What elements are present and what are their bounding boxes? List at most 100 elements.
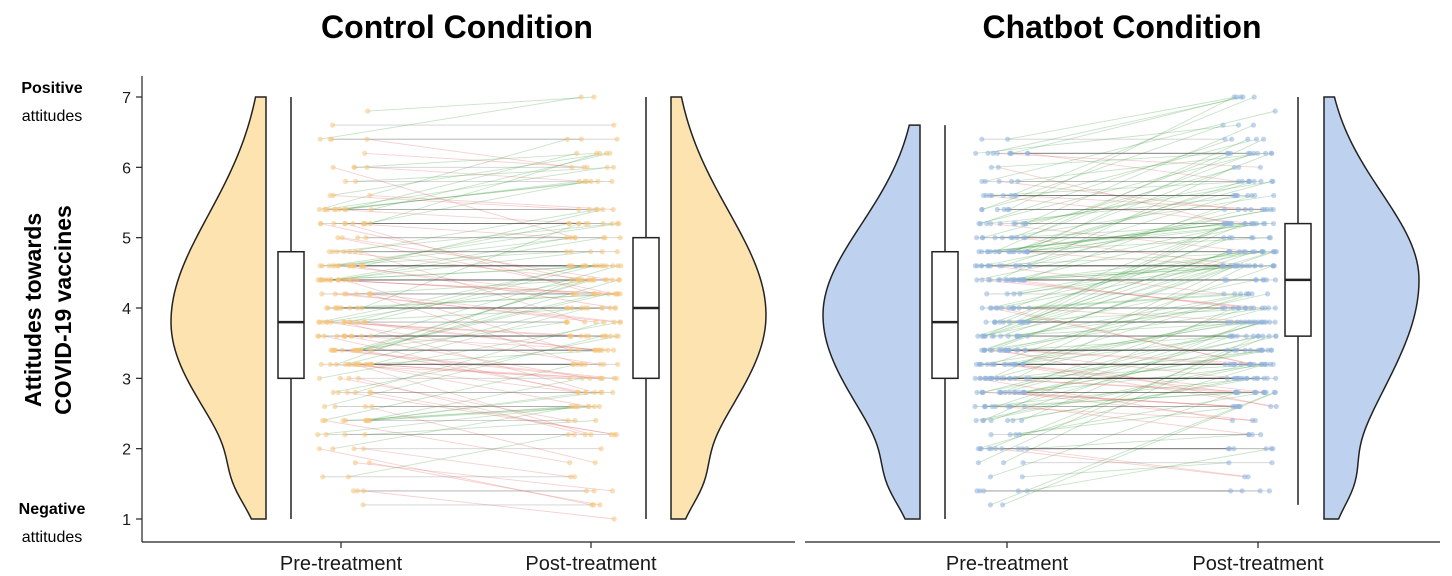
pre-point xyxy=(977,488,983,494)
post-point xyxy=(1261,375,1267,381)
post-point xyxy=(585,221,592,227)
paired-line xyxy=(1010,96,1255,196)
pre-point xyxy=(984,249,990,255)
paired-line xyxy=(370,406,600,421)
paired-line xyxy=(1002,195,1274,239)
pre-point xyxy=(1026,305,1032,311)
post-point xyxy=(1240,94,1246,100)
post-point xyxy=(1261,136,1267,142)
pre-point xyxy=(1011,389,1017,395)
pre-point xyxy=(988,417,994,424)
post-point xyxy=(1249,291,1255,297)
paired-line xyxy=(368,391,586,421)
post-point xyxy=(1235,178,1242,184)
post-point xyxy=(1236,164,1242,170)
pre-point xyxy=(360,502,366,508)
paired-line xyxy=(1011,152,1266,182)
post-point xyxy=(576,277,582,283)
post-boxplot xyxy=(632,97,660,519)
pre-point xyxy=(983,319,989,325)
post-point xyxy=(1235,206,1241,213)
post-point xyxy=(1222,305,1228,311)
post-point xyxy=(1257,488,1263,494)
post-point xyxy=(1250,221,1256,227)
pre-point xyxy=(324,305,330,311)
pre-point xyxy=(1007,432,1013,438)
pre-point xyxy=(321,403,328,410)
pre-point xyxy=(330,122,336,128)
pre-point xyxy=(1016,305,1022,311)
paired-line xyxy=(1008,349,1235,365)
pre-point xyxy=(351,164,357,170)
post-point xyxy=(1269,460,1275,466)
post-point xyxy=(1265,347,1271,353)
post-point xyxy=(1263,277,1270,283)
pre-point xyxy=(354,488,360,494)
pre-point xyxy=(987,192,993,199)
post-point xyxy=(1251,178,1257,184)
chatbot-condition-panel: Chatbot Condition Pre-treatment Post-treat… xyxy=(805,9,1440,575)
post-point xyxy=(611,516,617,522)
post-point xyxy=(1273,403,1279,410)
pre-point xyxy=(1006,347,1012,353)
paired-line xyxy=(988,335,1270,450)
post-point xyxy=(1242,474,1248,480)
pre-point xyxy=(972,403,978,410)
pre-point xyxy=(318,361,324,367)
paired-line xyxy=(1027,180,1243,253)
paired-line xyxy=(348,434,569,478)
paired-line xyxy=(998,166,1230,225)
paired-line xyxy=(990,223,1227,253)
post-point xyxy=(1247,178,1253,184)
pre-point xyxy=(355,235,361,241)
pre-point xyxy=(361,319,367,325)
paired-lines xyxy=(317,96,621,520)
paired-line xyxy=(1013,293,1235,309)
paired-line xyxy=(1022,265,1255,281)
post-point xyxy=(1250,122,1257,128)
post-point xyxy=(1239,488,1245,494)
paired-line xyxy=(327,321,601,365)
post-point xyxy=(575,347,581,353)
post-point xyxy=(609,488,616,494)
paired-line xyxy=(355,166,614,182)
pre-point xyxy=(315,432,321,438)
paired-line xyxy=(977,251,1276,267)
pre-point xyxy=(353,178,359,184)
post-point xyxy=(609,221,615,227)
post-point xyxy=(608,432,614,438)
post-point xyxy=(579,305,585,311)
pre-point xyxy=(1022,347,1028,353)
pre-point xyxy=(1014,235,1020,241)
pre-point xyxy=(998,305,1005,311)
paired-line xyxy=(1012,377,1247,421)
post-point xyxy=(1260,333,1266,339)
post-point xyxy=(584,488,590,494)
post-point xyxy=(583,333,589,339)
post-point xyxy=(1263,446,1269,452)
paired-line xyxy=(369,195,614,210)
pre-point xyxy=(1005,206,1011,213)
pre-point xyxy=(353,291,359,297)
paired-line xyxy=(1021,251,1229,323)
post-point xyxy=(574,150,580,156)
paired-line xyxy=(331,321,589,337)
pre-point xyxy=(1007,150,1013,156)
paired-line xyxy=(1009,363,1236,393)
paired-line xyxy=(995,448,1245,478)
pre-point xyxy=(341,249,347,255)
pre-point xyxy=(1021,403,1027,410)
pre-point xyxy=(1001,460,1007,466)
post-point xyxy=(596,291,602,297)
pre-point xyxy=(320,474,326,480)
post-point xyxy=(575,389,582,395)
post-point xyxy=(593,206,600,213)
paired-line xyxy=(1027,209,1274,253)
post-point xyxy=(617,277,623,283)
post-point xyxy=(611,122,617,128)
paired-line xyxy=(363,490,615,520)
post-point xyxy=(610,206,616,213)
paired-line xyxy=(982,279,1257,337)
post-point xyxy=(1264,206,1270,213)
panel-title: Control Condition xyxy=(321,9,593,45)
